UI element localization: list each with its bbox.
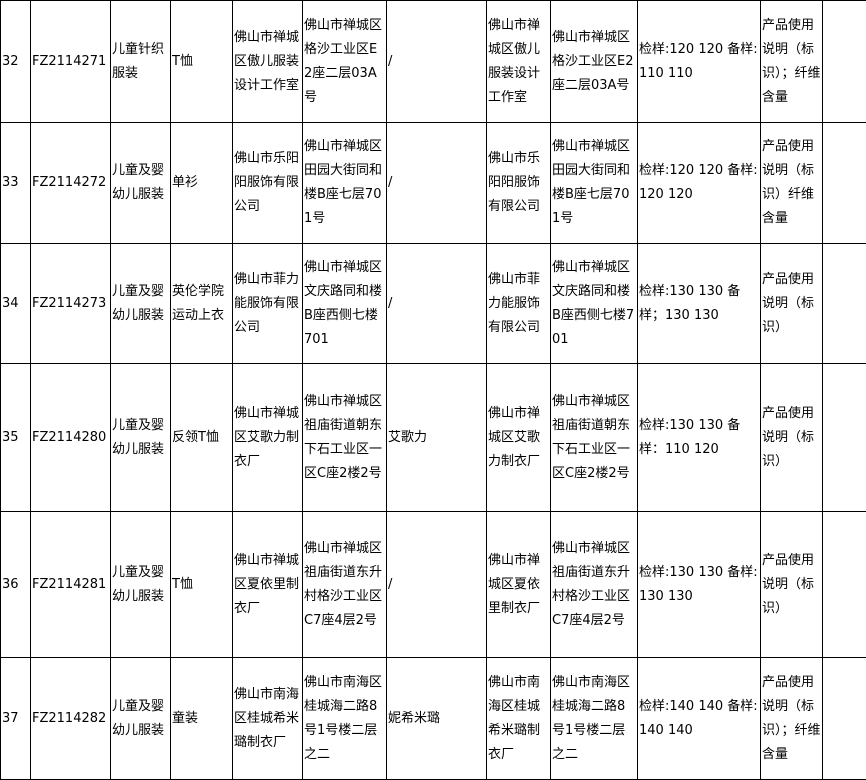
product-category: 儿童及婴幼儿服装 xyxy=(111,123,171,244)
empty-cell xyxy=(823,364,866,512)
manufacturer: 佛山市禅城区傲儿服装设计工作室 xyxy=(233,1,303,123)
manufacturer: 佛山市禅城区艾歌力制衣厂 xyxy=(233,364,303,512)
failed-items: 产品使用说明（标识）纤维含量 xyxy=(761,123,823,244)
product-name: 反领T恤 xyxy=(171,364,233,512)
failed-items: 产品使用说明（标识） xyxy=(761,244,823,364)
manufacturer-address: 佛山市禅城区田园大街同和楼B座七层701号 xyxy=(303,123,387,244)
product-category: 儿童及婴幼儿服装 xyxy=(111,244,171,364)
product-category: 儿童及婴幼儿服装 xyxy=(111,658,171,780)
seller: 佛山市乐阳阳服饰有限公司 xyxy=(487,123,551,244)
seller: 佛山市禅城区夏依里制衣厂 xyxy=(487,512,551,658)
empty-cell xyxy=(823,512,866,658)
seller-address: 佛山市禅城区田园大街同和楼B座七层701号 xyxy=(551,123,638,244)
brand: 艾歌力 xyxy=(387,364,487,512)
row-number: 37 xyxy=(1,658,31,780)
product-name: T恤 xyxy=(171,1,233,123)
sample-quantity: 检样:140 140 备样:140 140 xyxy=(638,658,761,780)
empty-cell xyxy=(823,1,866,123)
product-category: 儿童及婴幼儿服装 xyxy=(111,512,171,658)
manufacturer-address: 佛山市南海区桂城海二路8号1号楼二层之二 xyxy=(303,658,387,780)
manufacturer: 佛山市禅城区夏依里制衣厂 xyxy=(233,512,303,658)
row-number: 35 xyxy=(1,364,31,512)
product-name: 童装 xyxy=(171,658,233,780)
product-name: 单衫 xyxy=(171,123,233,244)
failed-items: 产品使用说明（标识）；纤维含量 xyxy=(761,658,823,780)
product-name: 英伦学院运动上衣 xyxy=(171,244,233,364)
manufacturer: 佛山市菲力能服饰有限公司 xyxy=(233,244,303,364)
empty-cell xyxy=(823,658,866,780)
sample-id: FZ2114271 xyxy=(31,1,111,123)
brand: / xyxy=(387,123,487,244)
seller-address: 佛山市南海区桂城海二路8号1号楼二层之二 xyxy=(551,658,638,780)
manufacturer-address: 佛山市禅城区文庆路同和楼B座西侧七楼701 xyxy=(303,244,387,364)
empty-cell xyxy=(823,123,866,244)
manufacturer: 佛山市南海区桂城希米璐制衣厂 xyxy=(233,658,303,780)
failed-items: 产品使用说明（标识）；纤维含量 xyxy=(761,1,823,123)
failed-items: 产品使用说明（标识） xyxy=(761,364,823,512)
manufacturer: 佛山市乐阳阳服饰有限公司 xyxy=(233,123,303,244)
row-number: 34 xyxy=(1,244,31,364)
brand: / xyxy=(387,1,487,123)
seller: 佛山市禅城区艾歌力制衣厂 xyxy=(487,364,551,512)
seller-address: 佛山市禅城区祖庙街道东升村格沙工业区C7座4层2号 xyxy=(551,512,638,658)
seller-address: 佛山市禅城区文庆路同和楼B座西侧七楼701 xyxy=(551,244,638,364)
seller-address: 佛山市禅城区格沙工业区E2座二层03A号 xyxy=(551,1,638,123)
sample-id: FZ2114281 xyxy=(31,512,111,658)
sample-id: FZ2114272 xyxy=(31,123,111,244)
sample-quantity: 检样:130 130 备样；130 130 xyxy=(638,244,761,364)
sample-id: FZ2114282 xyxy=(31,658,111,780)
manufacturer-address: 佛山市禅城区祖庙街道东升村格沙工业区C7座4层2号 xyxy=(303,512,387,658)
product-category: 儿童及婴幼儿服装 xyxy=(111,364,171,512)
seller: 佛山市菲力能服饰有限公司 xyxy=(487,244,551,364)
seller-address: 佛山市禅城区祖庙街道朝东下石工业区一区C座2楼2号 xyxy=(551,364,638,512)
seller: 佛山市禅城区傲儿服装设计工作室 xyxy=(487,1,551,123)
row-number: 33 xyxy=(1,123,31,244)
sample-id: FZ2114273 xyxy=(31,244,111,364)
brand: / xyxy=(387,244,487,364)
seller: 佛山市南海区桂城希米璐制衣厂 xyxy=(487,658,551,780)
sample-quantity: 检样:130 130 备样:130 130 xyxy=(638,512,761,658)
brand: / xyxy=(387,512,487,658)
sample-quantity: 检样:120 120 备样:120 120 xyxy=(638,123,761,244)
row-number: 32 xyxy=(1,1,31,123)
empty-cell xyxy=(823,244,866,364)
sample-quantity: 检样:130 130 备样：110 120 xyxy=(638,364,761,512)
brand: 妮希米璐 xyxy=(387,658,487,780)
failed-items: 产品使用说明（标识） xyxy=(761,512,823,658)
sample-quantity: 检样:120 120 备样:110 110 xyxy=(638,1,761,123)
manufacturer-address: 佛山市禅城区祖庙街道朝东下石工业区一区C座2楼2号 xyxy=(303,364,387,512)
row-number: 36 xyxy=(1,512,31,658)
sample-id: FZ2114280 xyxy=(31,364,111,512)
product-category: 儿童针织服装 xyxy=(111,1,171,123)
manufacturer-address: 佛山市禅城区格沙工业区E2座二层03A号 xyxy=(303,1,387,123)
product-name: T恤 xyxy=(171,512,233,658)
